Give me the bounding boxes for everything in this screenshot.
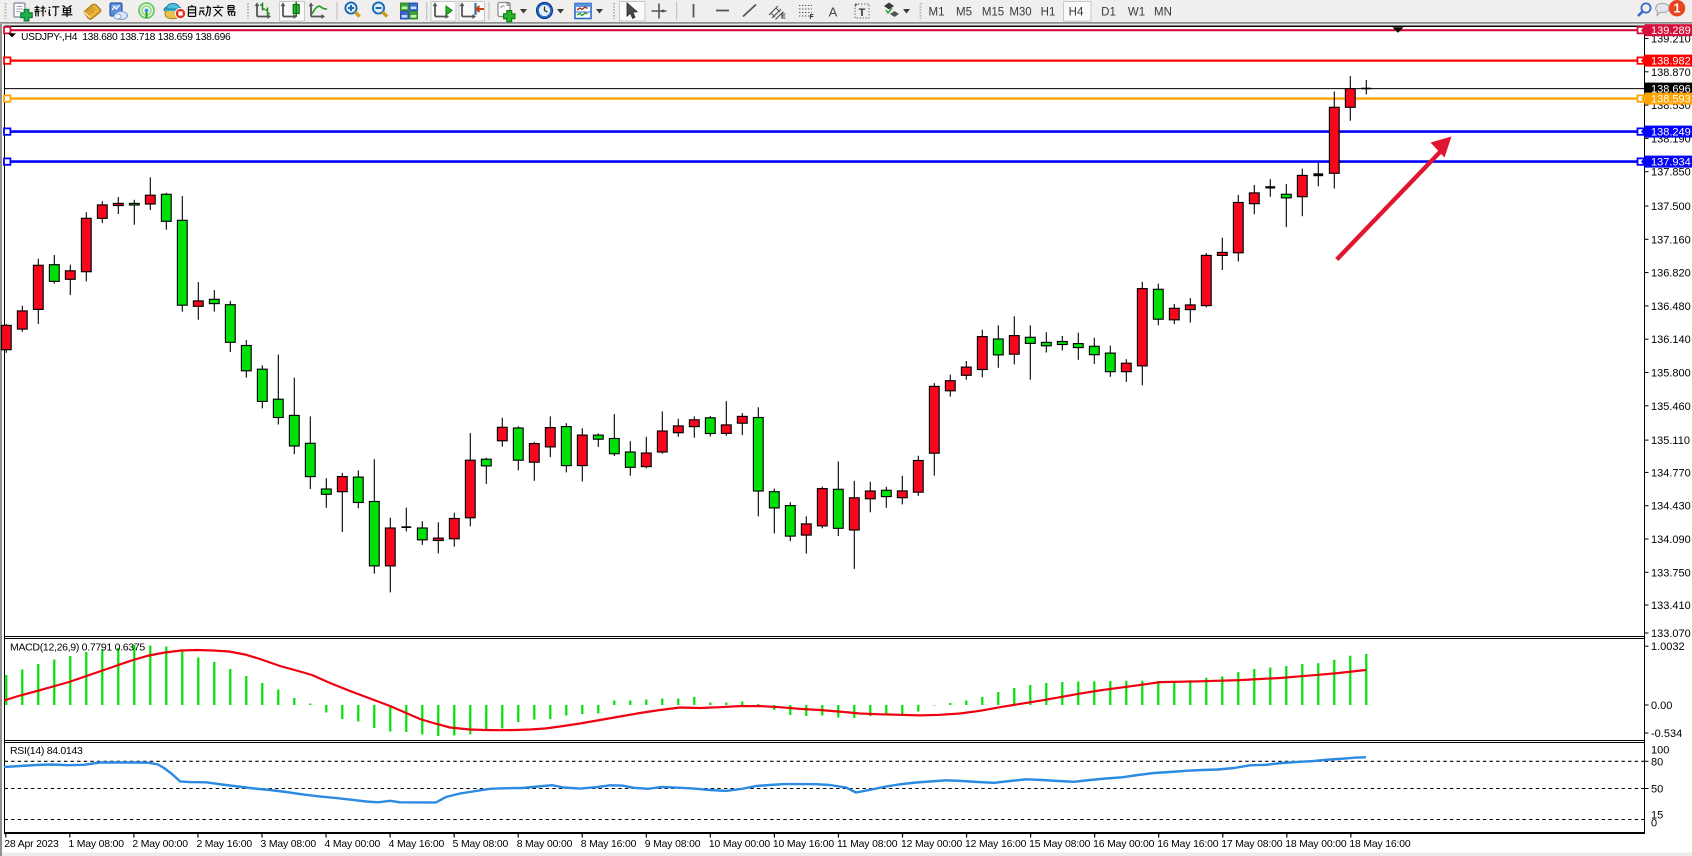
- svg-text:50: 50: [1651, 784, 1663, 796]
- svg-text:2 May 16:00: 2 May 16:00: [196, 839, 252, 850]
- svg-text:H4: H4: [1069, 7, 1084, 19]
- svg-text:1: 1: [1674, 2, 1681, 16]
- svg-text:136.820: 136.820: [1651, 268, 1691, 280]
- svg-text:0.00: 0.00: [1651, 700, 1672, 712]
- svg-text:11 May 08:00: 11 May 08:00: [837, 839, 898, 850]
- svg-text:137.500: 137.500: [1651, 201, 1691, 213]
- svg-text:H1: H1: [1041, 7, 1056, 19]
- svg-text:16 May 16:00: 16 May 16:00: [1157, 839, 1219, 850]
- svg-text:MN: MN: [1154, 7, 1172, 19]
- svg-text:28 Apr 2023: 28 Apr 2023: [4, 839, 59, 850]
- svg-text:138.982: 138.982: [1651, 56, 1691, 68]
- svg-text:16 May 00:00: 16 May 00:00: [1093, 839, 1155, 850]
- svg-text:139.289: 139.289: [1651, 25, 1691, 37]
- svg-text:135.800: 135.800: [1651, 368, 1691, 380]
- svg-text:136.140: 136.140: [1651, 334, 1691, 346]
- svg-text:1.0032: 1.0032: [1651, 641, 1685, 653]
- svg-text:17 May 08:00: 17 May 08:00: [1221, 839, 1283, 850]
- svg-text:5 May 08:00: 5 May 08:00: [453, 839, 509, 850]
- svg-text:2 May 00:00: 2 May 00:00: [132, 839, 188, 850]
- svg-text:T: T: [859, 7, 866, 19]
- svg-text:139.210: 139.210: [1651, 34, 1691, 46]
- svg-text:3 May 08:00: 3 May 08:00: [261, 839, 317, 850]
- svg-text:M1: M1: [929, 7, 945, 19]
- svg-text:138.593: 138.593: [1651, 94, 1691, 106]
- svg-text:M5: M5: [956, 7, 972, 19]
- svg-text:133.750: 133.750: [1651, 567, 1691, 579]
- svg-text:18 May 00:00: 18 May 00:00: [1285, 839, 1347, 850]
- svg-text:136.480: 136.480: [1651, 301, 1691, 313]
- svg-text:8 May 16:00: 8 May 16:00: [581, 839, 637, 850]
- svg-text:137.934: 137.934: [1651, 157, 1691, 169]
- svg-text:18 May 16:00: 18 May 16:00: [1349, 839, 1411, 850]
- svg-text:137.160: 137.160: [1651, 234, 1691, 246]
- svg-text:12 May 16:00: 12 May 16:00: [965, 839, 1027, 850]
- svg-text:0: 0: [1651, 818, 1657, 830]
- svg-text:12 May 00:00: 12 May 00:00: [901, 839, 963, 850]
- svg-text:MACD(12,26,9) 0.7791 0.6375: MACD(12,26,9) 0.7791 0.6375: [10, 642, 145, 654]
- svg-text:4 May 00:00: 4 May 00:00: [325, 839, 381, 850]
- svg-text:15: 15: [1651, 810, 1663, 822]
- svg-text:RSI(14) 84.0143: RSI(14) 84.0143: [10, 745, 83, 757]
- svg-text:135.110: 135.110: [1651, 435, 1690, 447]
- svg-text:135.460: 135.460: [1651, 401, 1691, 413]
- svg-text:80: 80: [1651, 756, 1663, 768]
- svg-text:W1: W1: [1128, 7, 1145, 19]
- svg-text:10 May 16:00: 10 May 16:00: [773, 839, 835, 850]
- svg-text:137.850: 137.850: [1651, 167, 1691, 179]
- svg-text:USDJPY-,H4 138.680 138.718 13: USDJPY-,H4 138.680 138.718 138.659 138.6…: [21, 32, 231, 43]
- svg-text:15 May 08:00: 15 May 08:00: [1029, 839, 1091, 850]
- svg-text:8 May 00:00: 8 May 00:00: [517, 839, 573, 850]
- svg-text:133.070: 133.070: [1651, 628, 1691, 640]
- svg-text:M30: M30: [1009, 7, 1031, 19]
- svg-text:100: 100: [1651, 745, 1669, 757]
- svg-text:138.249: 138.249: [1651, 127, 1691, 139]
- svg-text:138.870: 138.870: [1651, 67, 1691, 79]
- svg-text:A: A: [829, 5, 838, 20]
- svg-text:10 May 00:00: 10 May 00:00: [709, 839, 771, 850]
- svg-text:134.770: 134.770: [1651, 467, 1691, 479]
- svg-text:F: F: [810, 14, 815, 21]
- svg-text:-0.534: -0.534: [1651, 728, 1682, 740]
- svg-text:E: E: [781, 14, 786, 21]
- svg-text:133.410: 133.410: [1651, 600, 1691, 612]
- svg-text:1 May 08:00: 1 May 08:00: [68, 839, 124, 850]
- svg-text:9 May 08:00: 9 May 08:00: [645, 839, 701, 850]
- svg-text:134.090: 134.090: [1651, 534, 1691, 546]
- svg-text:M15: M15: [982, 7, 1004, 19]
- svg-text:134.430: 134.430: [1651, 501, 1691, 513]
- svg-text:4 May 16:00: 4 May 16:00: [389, 839, 445, 850]
- svg-text:D1: D1: [1101, 7, 1116, 19]
